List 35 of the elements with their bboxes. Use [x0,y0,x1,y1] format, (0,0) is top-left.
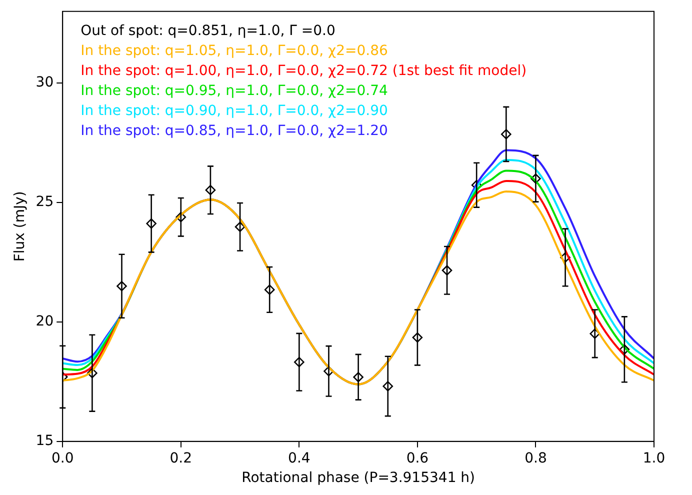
point [382,381,394,392]
point [146,218,156,229]
point [412,332,423,343]
y-tick-label: 20 [36,314,54,330]
annotation: Out of spot: q=0.851, η=1.0, Γ =0.0 [80,23,336,40]
y-tick-label: 30 [36,74,54,91]
point [590,328,600,339]
x-tick-label: 1.0 [642,450,666,466]
point [234,222,246,232]
text: In the spot: q=1.05, η=1.0, Γ=0.0, χ2=0.86 [80,43,388,60]
text: In the spot: q=0.95, η=1.0, Γ=0.0, χ2=0.74 [80,83,388,100]
x-tick-label: 0.8 [524,450,547,466]
y-tick-label: 15 [36,433,54,450]
y-axis-title: Flux (mJy) [12,191,28,262]
x-tick-label: 0.2 [170,450,192,466]
text: In the spot: q=0.85, η=1.0, Γ=0.0, χ2=1.20 [80,123,388,140]
x-axis-title: Rotational phase (P=3.915341 h) [242,470,476,486]
point [176,212,186,222]
x-tick-label: 0.6 [406,450,429,466]
x-tick-label: 0.4 [288,450,310,466]
x-tick-label: 0.0 [51,450,74,466]
point [501,129,512,140]
point [294,356,304,368]
text: In the spot: q=0.90, η=1.0, Γ=0.0, χ2=0.90 [80,103,388,120]
y-tick-label: 25 [36,194,54,210]
point [205,184,216,196]
point [353,372,364,382]
point [87,368,98,378]
point [560,252,570,263]
point [619,344,630,355]
point [530,173,541,184]
point [116,280,127,292]
text: In the spot: q=1.00, η=1.0, Γ=0.0, χ2=0.72 (1st best fit model) [80,63,527,80]
point [442,265,452,276]
point [264,284,275,295]
